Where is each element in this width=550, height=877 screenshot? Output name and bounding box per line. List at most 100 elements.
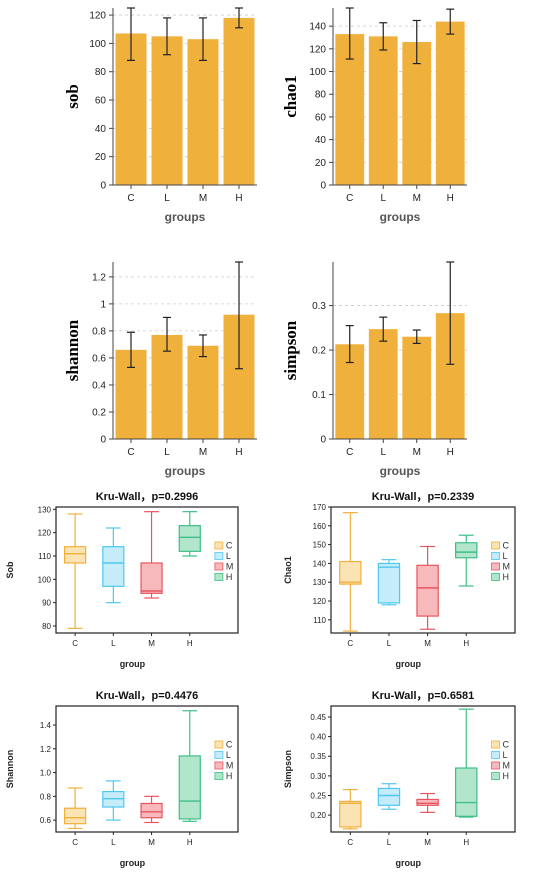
box-H (178, 755, 201, 820)
box-plot-Simpson: Kru-Wall，p=0.6581 0.20 0.25 0.30 0.35 0.40 0.4… (283, 690, 516, 868)
legend-label-H: H (226, 572, 233, 582)
legend-swatch-M (214, 562, 224, 571)
y-tick-label: 0.40 (310, 733, 326, 742)
y-tick-label: 140 (309, 22, 326, 33)
legend-label-M: M (226, 562, 234, 572)
y-tick-label: 0.3 (312, 301, 326, 312)
y-tick-label: 0.25 (310, 791, 326, 800)
box-L (377, 562, 401, 604)
legend-label-H: H (503, 572, 510, 582)
box-H (455, 767, 478, 817)
box-C (63, 546, 87, 564)
plot-frame (55, 506, 239, 634)
legend-label-C: C (226, 541, 233, 551)
y-axis-label: simpson (281, 320, 300, 380)
x-tick-label: H (187, 639, 193, 648)
y-tick-label: 140 (313, 559, 327, 568)
y-axis-label: chao1 (281, 75, 300, 118)
bar-M (187, 345, 219, 439)
y-tick-label: 90 (42, 599, 51, 608)
x-tick-label: L (380, 447, 386, 458)
x-axis-label: group (120, 858, 146, 868)
chart-title: Kru-Wall，p=0.4476 (96, 690, 199, 702)
x-tick-label: C (346, 447, 353, 458)
box-C (63, 807, 87, 825)
y-tick-label: 0 (100, 435, 106, 446)
x-axis-label: group (396, 858, 422, 868)
plot-frame (330, 506, 516, 634)
legend-swatch-L (491, 552, 500, 560)
legend-label-L: L (503, 551, 508, 561)
y-tick-label: 0 (320, 181, 326, 192)
box-C (339, 560, 362, 585)
x-tick-label: M (424, 838, 431, 847)
y-tick-label: 1.2 (92, 272, 106, 283)
y-tick-label: 0.35 (310, 752, 326, 761)
x-tick-label: L (164, 193, 170, 204)
x-axis-label: groups (165, 210, 206, 224)
x-axis-label: group (396, 659, 422, 669)
legend-label-L: L (226, 551, 231, 561)
x-tick-label: L (387, 838, 392, 847)
y-tick-label: 60 (315, 112, 327, 123)
y-tick-label: 150 (313, 541, 327, 550)
y-axis-label: Chao1 (283, 556, 293, 584)
x-tick-label: L (164, 447, 170, 458)
bar-L (151, 334, 183, 439)
x-tick-label: M (199, 193, 207, 204)
bar-M (402, 42, 432, 186)
y-tick-label: 1.4 (40, 721, 52, 730)
legend-label-H: H (226, 771, 233, 781)
chart-title: Kru-Wall，p=0.6581 (372, 690, 475, 702)
x-axis-label: groups (380, 210, 421, 224)
x-tick-label: L (111, 639, 116, 648)
legend-swatch-H (491, 573, 500, 581)
y-tick-label: 0.2 (92, 407, 106, 418)
box-L (102, 546, 125, 587)
bar-M (187, 39, 219, 185)
legend-swatch-C (491, 541, 500, 550)
bar-L (151, 36, 183, 185)
x-axis-label: groups (380, 464, 421, 478)
legend-swatch-C (491, 740, 500, 749)
y-tick-label: 0.8 (40, 792, 52, 801)
x-tick-label: C (347, 639, 353, 648)
box-H (455, 542, 478, 559)
y-tick-label: 0.1 (312, 390, 326, 401)
y-tick-label: 20 (315, 158, 327, 169)
y-tick-label: 0.20 (310, 811, 326, 820)
box-H (178, 525, 201, 552)
x-tick-label: M (148, 639, 155, 648)
box-M (140, 562, 163, 594)
x-tick-label: C (72, 639, 78, 648)
legend-swatch-M (491, 562, 500, 571)
y-tick-label: 40 (95, 124, 107, 135)
y-tick-label: 40 (315, 135, 327, 146)
y-axis-label: Sob (5, 561, 15, 579)
bar-H (435, 21, 465, 185)
x-tick-label: H (463, 639, 469, 648)
plot-frame (55, 705, 239, 833)
y-tick-label: 0.4 (92, 380, 106, 391)
legend-swatch-H (214, 772, 224, 780)
y-tick-label: 0 (320, 435, 326, 446)
x-tick-label: H (463, 838, 469, 847)
box-C (339, 800, 362, 828)
y-tick-label: 60 (95, 96, 107, 107)
y-tick-label: 0.45 (310, 713, 326, 722)
y-tick-label: 80 (95, 67, 107, 78)
box-M (140, 802, 163, 819)
box-M (416, 798, 439, 806)
x-tick-label: M (199, 447, 207, 458)
y-tick-label: 1.0 (40, 769, 52, 778)
x-tick-label: C (346, 193, 353, 204)
y-tick-label: 110 (313, 616, 326, 625)
y-tick-label: 80 (315, 90, 327, 101)
